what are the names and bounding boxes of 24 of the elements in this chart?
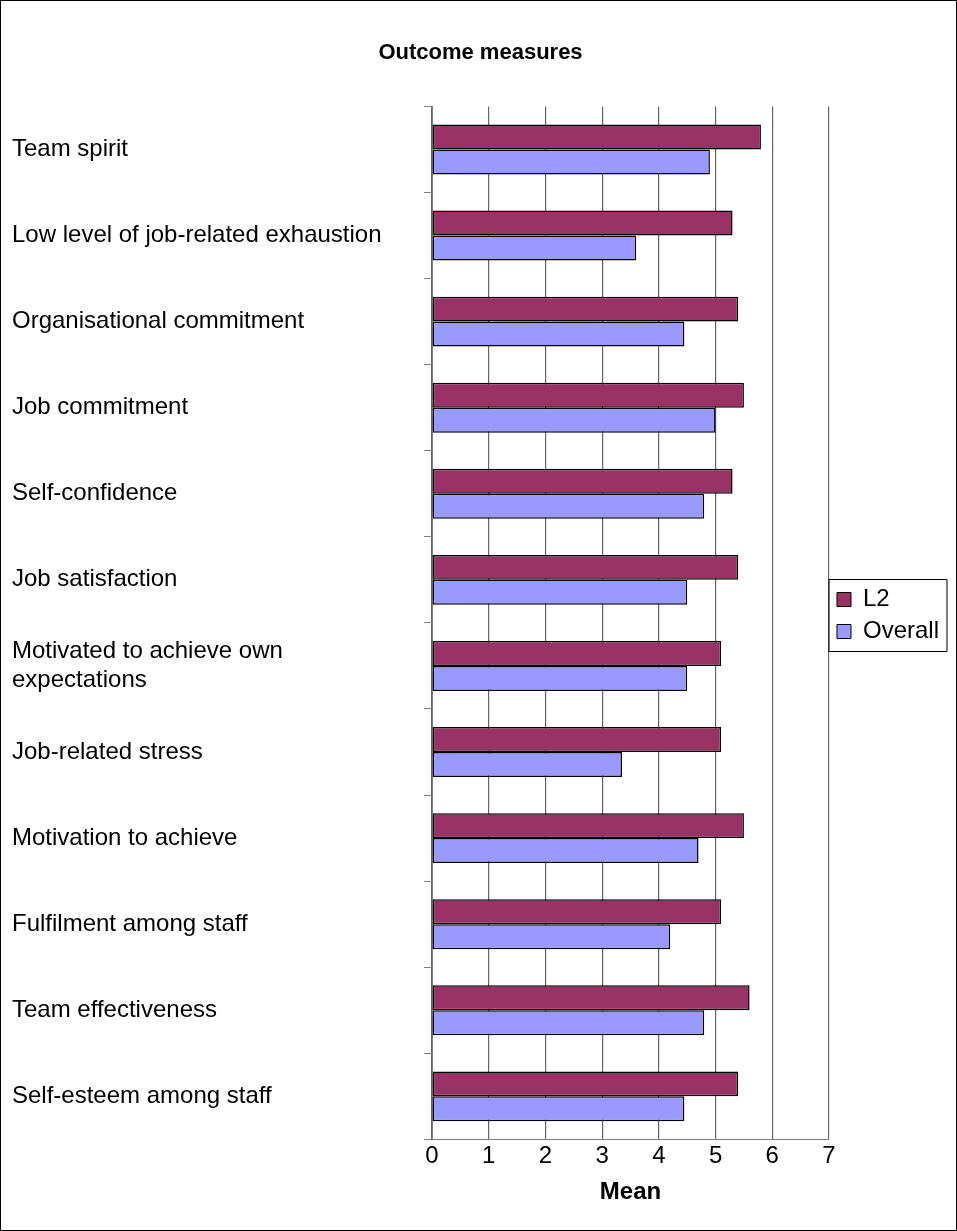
y-tick-label: Motivated to achieve own expectations bbox=[12, 636, 283, 692]
x-tick-label: 7 bbox=[822, 1141, 836, 1169]
y-tick-label: Job-related stress bbox=[12, 736, 203, 764]
y-tick-label: Motivation to achieve bbox=[12, 822, 238, 850]
y-tick-label: Team effectiveness bbox=[12, 994, 217, 1022]
x-tick-label: 4 bbox=[652, 1141, 666, 1169]
x-tick-label: 3 bbox=[595, 1141, 609, 1169]
x-tick-label: 2 bbox=[538, 1141, 553, 1169]
y-tick-label: Low level of job-related exhaustion bbox=[12, 220, 382, 248]
y-tick-label: Organisational commitment bbox=[12, 306, 305, 334]
y-tick-label: Job commitment bbox=[12, 392, 189, 420]
x-axis-title: Mean bbox=[599, 1177, 662, 1205]
x-tick-label: 0 bbox=[425, 1141, 439, 1169]
y-tick-label: Team spirit bbox=[12, 134, 129, 162]
legend-label: L2 bbox=[862, 584, 890, 612]
y-tick-label: Job satisfaction bbox=[12, 564, 178, 592]
x-tick-label: 5 bbox=[708, 1141, 723, 1169]
x-tick-label: 6 bbox=[765, 1141, 779, 1169]
chart-title: Outcome measures bbox=[378, 39, 583, 65]
x-tick-label: 1 bbox=[482, 1141, 496, 1169]
y-tick-label: Self-esteem among staff bbox=[12, 1080, 273, 1108]
y-tick-label: Self-confidence bbox=[12, 478, 178, 506]
legend-label: Overall bbox=[862, 616, 940, 644]
y-tick-label: Fulfilment among staff bbox=[12, 908, 248, 936]
